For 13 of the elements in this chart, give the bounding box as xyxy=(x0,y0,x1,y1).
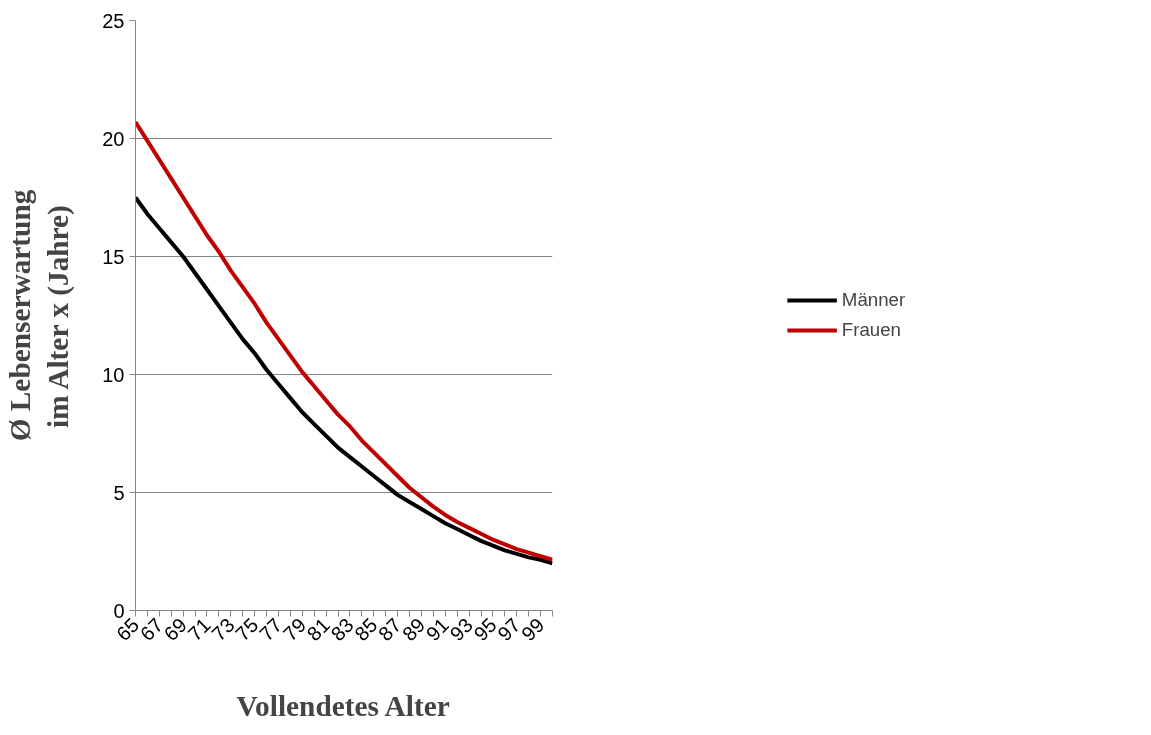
line-series xyxy=(135,119,553,562)
line-series xyxy=(135,195,553,566)
legend-label: Frauen xyxy=(841,319,901,341)
x-axis-title: Vollendetes Alter xyxy=(236,690,450,723)
y-tick-label: 15 xyxy=(102,245,125,268)
y-tick-label: 10 xyxy=(102,363,125,386)
y-tick-label: 5 xyxy=(113,481,125,504)
legend-label: Männer xyxy=(841,289,906,311)
x-tick-label: 99 xyxy=(517,613,549,646)
y-tick-label: 25 xyxy=(102,9,125,32)
y-tick-label: 0 xyxy=(113,599,125,622)
y-axis-title: Ø Lebenserwartung im Alter x (Jahre) xyxy=(3,189,76,442)
y-tick-label: 20 xyxy=(102,127,125,150)
